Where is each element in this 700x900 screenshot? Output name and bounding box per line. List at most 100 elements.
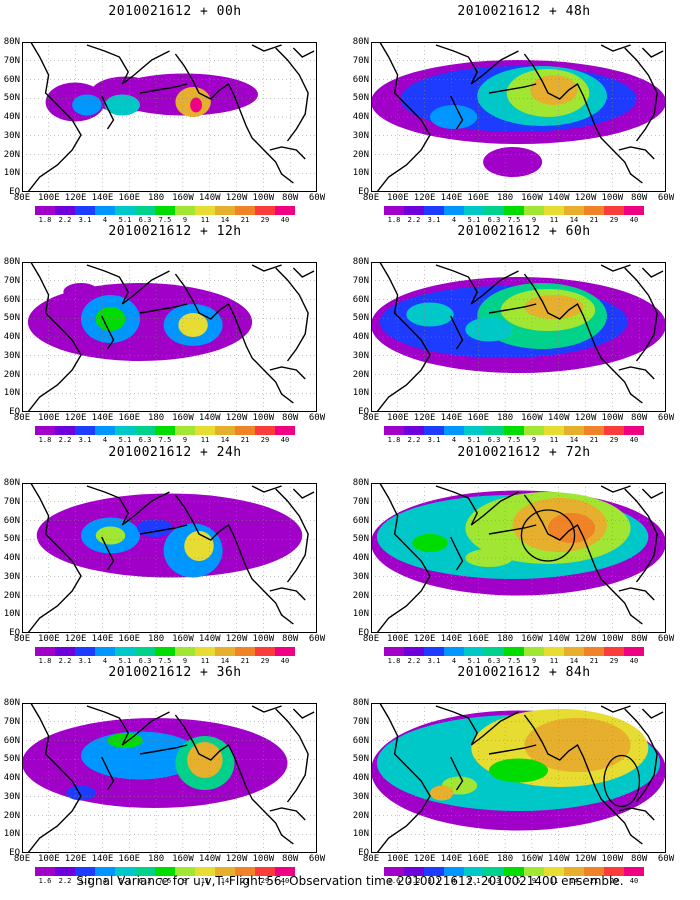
- coastline: [139, 524, 188, 535]
- variance-map: [371, 483, 666, 633]
- coastline: [174, 714, 294, 845]
- map-frame: [371, 262, 666, 412]
- latitude-tick-label: 50N: [3, 754, 20, 765]
- longitude-tick-label: 140W: [198, 193, 221, 203]
- colorbar-swatch: [444, 206, 464, 215]
- colorbar-label: 5.1: [118, 877, 132, 885]
- variance-shading: [430, 105, 478, 129]
- colorbar-label: 7.5: [158, 436, 172, 444]
- colorbar-label: 2.2: [407, 216, 421, 224]
- colorbar-label: 7.5: [507, 436, 521, 444]
- colorbar-swatch: [55, 867, 75, 876]
- colorbar-label: 1.8: [38, 436, 52, 444]
- longitude-tick-label: 160E: [467, 413, 490, 423]
- colorbar-swatch: [175, 206, 195, 215]
- figure-caption: Signal Variance for u,v,T. Flight 56. Ob…: [76, 874, 624, 888]
- longitude-tick-label: 140E: [91, 854, 114, 864]
- panel-title: 2010021612 + 24h: [108, 445, 242, 460]
- colorbar-label: 40: [280, 436, 290, 444]
- coastline: [269, 146, 306, 160]
- coastline: [641, 488, 664, 499]
- panel-title: 2010021612 + 12h: [108, 224, 242, 239]
- colorbar-swatch: [75, 206, 95, 215]
- panel-title: 2010021612 + 36h: [108, 665, 242, 680]
- colorbar-swatch: [235, 206, 255, 215]
- latitude-tick-label: 10N: [3, 609, 20, 620]
- colorbar-swatch: [275, 426, 295, 435]
- map-plot: [22, 262, 317, 412]
- variance-shading: [63, 283, 99, 301]
- longitude-tick-label: 140W: [198, 634, 221, 644]
- map-plot: [371, 483, 666, 633]
- colorbar-swatch: [55, 206, 75, 215]
- longitude-tick-label: 80W: [282, 193, 299, 203]
- latitude-tick-label: EQ: [358, 187, 369, 197]
- coastline: [488, 303, 537, 314]
- latitude-tick-label: 20N: [352, 590, 369, 601]
- colorbar-label: 4: [451, 216, 457, 224]
- colorbar-swatch: [564, 647, 584, 656]
- longitude-tick-label: 80E: [13, 193, 31, 203]
- colorbar-swatch: [504, 426, 524, 435]
- coastline: [292, 267, 315, 278]
- variance-shading: [104, 94, 140, 116]
- coastline: [139, 83, 188, 94]
- coastline: [435, 44, 519, 85]
- longitude-tick-label: 100W: [601, 634, 624, 644]
- colorbar-label: 40: [629, 216, 639, 224]
- colorbar-label: 9: [182, 877, 188, 885]
- colorbar-label: 3.1: [78, 657, 92, 665]
- variance-shading: [465, 317, 513, 342]
- colorbar-label: 1.8: [38, 216, 52, 224]
- colorbar-swatch: [384, 647, 404, 656]
- longitude-tick-label: 100W: [601, 413, 624, 423]
- colorbar-swatch: [624, 647, 644, 656]
- latitude-tick-label: 60N: [352, 74, 369, 85]
- colorbar-label: 11: [200, 657, 210, 665]
- colorbar-label: 21: [589, 877, 599, 885]
- colorbar-label: 3.1: [78, 216, 92, 224]
- longitude-tick-label: 140W: [547, 193, 570, 203]
- variance-map: [22, 483, 317, 633]
- variance-shading: [430, 785, 454, 801]
- variance-shading: [489, 758, 548, 783]
- latitude-tick-label: 70N: [3, 55, 20, 66]
- longitude-tick-label: 140W: [198, 413, 221, 423]
- variance-map: [371, 262, 666, 412]
- coastline: [450, 756, 464, 791]
- colorbar-label: 5.1: [118, 436, 132, 444]
- colorbar-label: 11: [549, 657, 559, 665]
- variance-shading: [190, 97, 202, 113]
- longitude-tick-label: 180: [496, 413, 514, 423]
- longitude-tick-label: 120W: [225, 634, 248, 644]
- map-plot: [22, 703, 317, 853]
- colorbar-swatch: [404, 426, 424, 435]
- highlight-circle: [603, 754, 641, 808]
- colorbar-swatch: [215, 206, 235, 215]
- colorbar-label: 6.3: [487, 657, 501, 665]
- longitude-tick-label: 180: [147, 413, 165, 423]
- longitude-tick-label: 100W: [252, 854, 275, 864]
- latitude-tick-label: 20N: [352, 810, 369, 821]
- colorbar-swatch: [275, 206, 295, 215]
- latitude-tick-label: 60N: [352, 294, 369, 305]
- longitude-tick-label: 140E: [440, 854, 463, 864]
- colorbar-label: 14: [220, 877, 230, 885]
- latitude-tick-label: 10N: [3, 168, 20, 179]
- map-plot: [371, 42, 666, 192]
- colorbar-swatch: [504, 206, 524, 215]
- highlight-circle: [520, 509, 576, 562]
- coastline: [523, 494, 643, 625]
- colorbar-label: 40: [629, 657, 639, 665]
- colorbar-swatch: [135, 426, 155, 435]
- map-frame: [22, 262, 317, 412]
- variance-map: [371, 703, 666, 853]
- colorbar-swatch: [624, 867, 644, 876]
- longitude-tick-label: 140W: [547, 854, 570, 864]
- colorbar-label: 5.1: [467, 657, 481, 665]
- latitude-tick-label: 10N: [352, 609, 369, 620]
- colorbar-swatch: [604, 647, 624, 656]
- longitude-tick-label: 80E: [362, 193, 380, 203]
- colorbar-swatch: [584, 206, 604, 215]
- longitude-tick-label: 100E: [37, 413, 60, 423]
